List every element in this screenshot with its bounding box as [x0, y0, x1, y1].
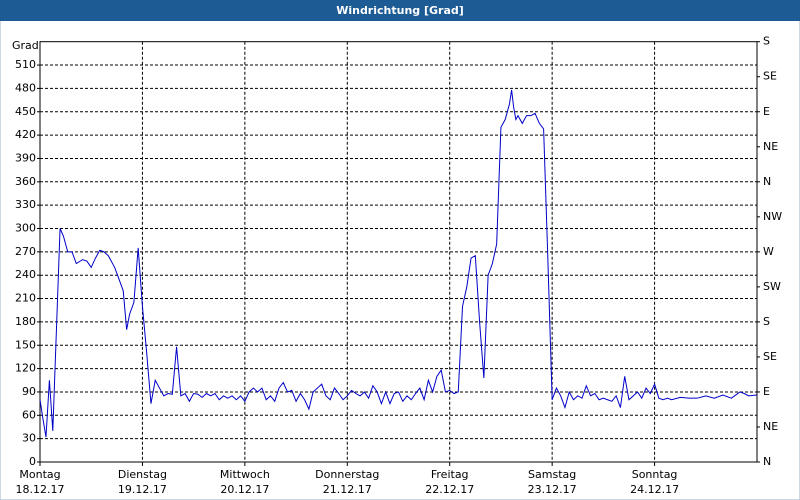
x-tick-date: 18.12.17: [16, 483, 65, 496]
x-tick-label: Mittwoch: [220, 468, 270, 481]
y-tick-label: 60: [22, 408, 36, 421]
title-bar: [0, 0, 800, 21]
y2-tick-label: N: [763, 455, 771, 468]
x-tick-date: 24.12.17: [630, 483, 679, 496]
x-tick-label: Montag: [19, 468, 60, 481]
x-tick-label: Dienstag: [118, 468, 167, 481]
y2-tick-label: SW: [763, 280, 781, 293]
x-tick-date: 23.12.17: [528, 483, 577, 496]
y-tick-label: 0: [29, 455, 36, 468]
x-tick-date: 21.12.17: [323, 483, 372, 496]
y-tick-label: 390: [15, 151, 36, 164]
y-tick-label: 270: [15, 245, 36, 258]
y2-tick-label: NW: [763, 210, 782, 223]
y2-tick-label: W: [763, 245, 774, 258]
y2-tick-label: E: [763, 385, 770, 398]
y2-tick-label: SE: [763, 70, 777, 83]
y-tick-label: 510: [15, 58, 36, 71]
y2-tick-label: N: [763, 175, 771, 188]
x-tick-label: Freitag: [431, 468, 469, 481]
x-tick-label: Sonntag: [632, 468, 678, 481]
x-tick-label: Donnerstag: [315, 468, 379, 481]
x-tick-date: 22.12.17: [425, 483, 474, 496]
y-tick-label: 180: [15, 315, 36, 328]
y2-tick-label: E: [763, 105, 770, 118]
x-tick-date: 19.12.17: [118, 483, 167, 496]
y-tick-label: 480: [15, 81, 36, 94]
x-tick-date: 20.12.17: [220, 483, 269, 496]
y2-tick-label: SE: [763, 350, 777, 363]
plot-border: [39, 41, 758, 463]
y-tick-label: 210: [15, 292, 36, 305]
y-tick-label: 240: [15, 268, 36, 281]
y-tick-label: 450: [15, 105, 36, 118]
y2-tick-label: S: [763, 35, 770, 48]
y-tick-label: 120: [15, 362, 36, 375]
y2-tick-label: NE: [763, 140, 778, 153]
y-tick-label: 420: [15, 128, 36, 141]
y-tick-label: 90: [22, 385, 36, 398]
x-tick-label: Samstag: [528, 468, 576, 481]
data-line: [39, 89, 758, 438]
y-tick-label: 300: [15, 222, 36, 235]
y-tick-label: 330: [15, 198, 36, 211]
y2-tick-label: NE: [763, 420, 778, 433]
y2-tick-label: S: [763, 315, 770, 328]
y-tick-label: 150: [15, 338, 36, 351]
y-tick-label: 30: [22, 432, 36, 445]
chart-title: Windrichtung [Grad]: [336, 4, 464, 17]
y-tick-label: 360: [15, 175, 36, 188]
y-axis-label: Grad: [12, 39, 39, 52]
